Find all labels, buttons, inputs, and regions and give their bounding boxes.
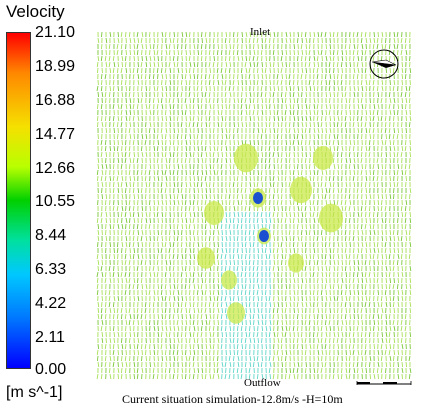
legend-tick: 21.10 — [35, 24, 76, 41]
velocity-vector-field — [96, 31, 412, 380]
legend-tick: 18.99 — [35, 58, 76, 75]
legend-tick: 2.11 — [35, 329, 65, 346]
scale-bar-icon — [356, 381, 412, 385]
legend-tick: 14.77 — [35, 126, 76, 143]
legend-title: Velocity — [6, 2, 65, 21]
unit-label: [m s^-1] — [6, 384, 63, 401]
inlet-label: Inlet — [250, 26, 271, 38]
legend-tick: 6.33 — [35, 261, 67, 278]
outflow-label: Outflow — [244, 377, 281, 389]
legend-tick: 4.22 — [35, 295, 67, 312]
legend-tick: 10.55 — [35, 193, 76, 210]
velocity-colorbar — [6, 32, 31, 369]
legend-tick: 16.88 — [35, 92, 76, 109]
legend-tick: 8.44 — [35, 227, 67, 244]
legend-tick: 12.66 — [35, 160, 76, 177]
north-arrow-icon — [369, 49, 399, 79]
legend-tick: 0.00 — [35, 361, 67, 378]
simulation-caption: Current situation simulation-12.8m/s -H=… — [122, 392, 343, 406]
